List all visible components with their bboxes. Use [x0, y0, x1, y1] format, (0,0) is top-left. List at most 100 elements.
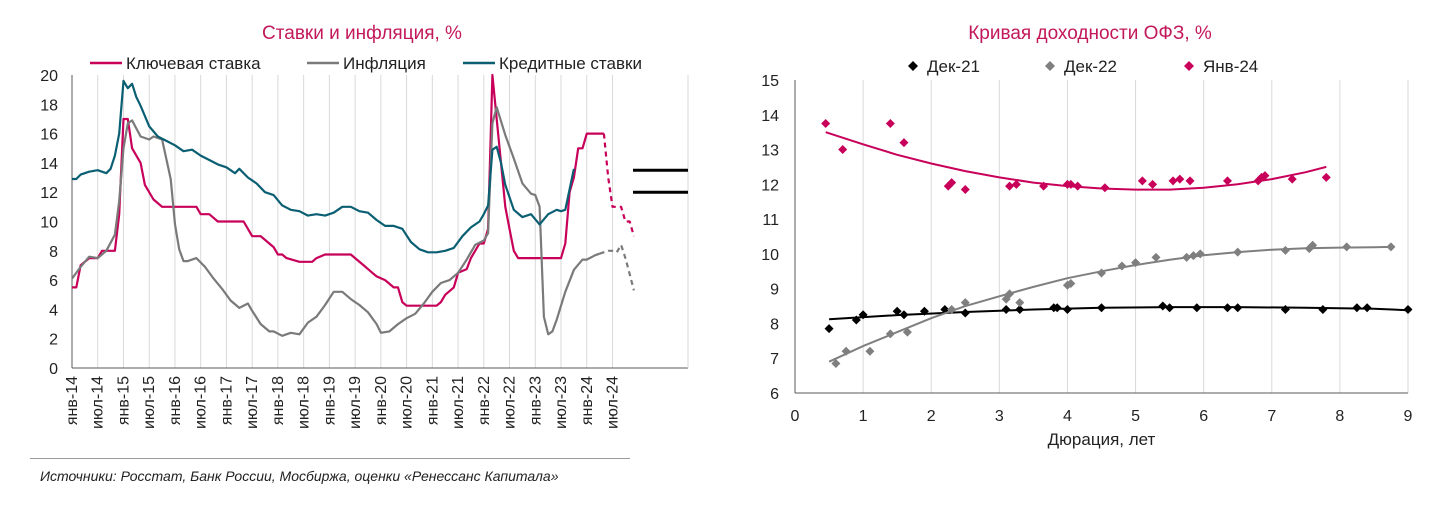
data-point — [1097, 303, 1106, 313]
series-line — [72, 79, 575, 254]
data-point — [1182, 252, 1192, 262]
data-point — [1066, 179, 1076, 189]
x-tick-label: июл-23 — [553, 376, 570, 429]
y-tick-label: 14 — [40, 156, 58, 173]
x-tick-label: янв-16 — [167, 376, 184, 425]
data-point — [1015, 305, 1025, 315]
source-note: Источники: Росстат, Банк России, Мосбирж… — [40, 468, 559, 484]
y-tick-label: 10 — [40, 215, 58, 232]
x-tick-label: янв-24 — [579, 376, 596, 425]
data-point — [821, 118, 831, 128]
data-point — [1308, 240, 1318, 250]
x-tick-label: янв-21 — [424, 376, 441, 425]
y-tick-label: 12 — [761, 177, 779, 194]
x-tick-label: 8 — [1335, 408, 1344, 425]
data-point — [1066, 278, 1076, 288]
chart-title: Ставки и инфляция, % — [262, 23, 462, 44]
data-point — [851, 315, 861, 325]
data-point — [865, 346, 875, 356]
legend-label: Янв-24 — [1203, 57, 1258, 76]
data-point — [1039, 181, 1049, 191]
y-tick-label: 11 — [762, 212, 779, 229]
data-point — [1188, 251, 1198, 261]
x-tick-label: 9 — [1404, 408, 1413, 425]
data-point — [1148, 179, 1158, 189]
data-point — [1233, 303, 1243, 313]
data-point — [1005, 181, 1015, 191]
chart-title: Кривая доходности ОФЗ, % — [968, 23, 1212, 44]
y-tick-label: 20 — [40, 68, 58, 85]
y-tick-label: 14 — [761, 108, 779, 125]
data-point — [899, 138, 909, 148]
x-tick-label: 3 — [995, 408, 1004, 425]
x-tick-label: янв-17 — [218, 376, 235, 425]
y-tick-label: 13 — [761, 143, 779, 160]
data-point — [1321, 172, 1331, 182]
x-tick-label: янв-22 — [476, 376, 493, 425]
trend-line — [829, 306, 1409, 321]
y-tick-label: 8 — [49, 244, 58, 261]
series-line — [71, 106, 600, 337]
legend-label: Инфляция — [343, 54, 426, 73]
data-point — [1260, 171, 1270, 181]
data-point — [1195, 249, 1205, 259]
x-tick-label: янв-20 — [373, 376, 390, 425]
data-point — [902, 327, 912, 337]
data-point — [1192, 303, 1202, 313]
data-point — [841, 346, 851, 356]
y-tick-label: 6 — [770, 386, 779, 403]
legend-label: Дек-21 — [927, 57, 980, 76]
data-point — [1097, 268, 1106, 278]
data-point — [947, 178, 957, 188]
data-point — [1015, 298, 1025, 308]
x-tick-label: июл-18 — [296, 376, 313, 429]
x-tick-label: июл-17 — [244, 376, 261, 429]
x-tick-label: 1 — [859, 408, 868, 425]
data-point — [1168, 176, 1178, 186]
ofz-yield-curve-chart: Кривая доходности ОФЗ, %0 1 2 3 4 5 6 7 8 9678910… — [761, 23, 1413, 449]
y-tick-label: 7 — [770, 351, 779, 368]
x-tick-label: 0 — [791, 408, 800, 425]
y-tick-label: 16 — [40, 127, 58, 144]
data-point — [919, 306, 929, 316]
legend-marker — [1045, 61, 1055, 71]
y-tick-label: 9 — [770, 282, 779, 299]
rates-inflation-chart: Ставки и инфляция, % янв-14 июл-14 янв-15 ию… — [40, 23, 689, 429]
source-divider — [30, 458, 630, 459]
data-point — [824, 324, 834, 334]
series-line-forecast — [599, 243, 635, 291]
data-point — [1223, 176, 1233, 186]
data-point — [1362, 303, 1372, 313]
x-tick-label: 4 — [1063, 408, 1072, 425]
x-tick-label: июл-21 — [450, 376, 467, 429]
data-point — [1158, 301, 1168, 311]
y-tick-label: 8 — [770, 316, 779, 333]
data-point — [1062, 305, 1072, 315]
x-tick-label: 7 — [1267, 408, 1276, 425]
data-point — [1131, 258, 1141, 268]
x-tick-label: янв-23 — [527, 376, 544, 425]
data-point — [885, 329, 895, 339]
y-tick-label: 15 — [761, 73, 779, 90]
data-point — [1175, 174, 1185, 184]
legend-label: Ключевая ставка — [126, 54, 261, 73]
data-point — [1342, 242, 1352, 252]
x-tick-label: июл-20 — [399, 376, 416, 429]
data-point — [858, 310, 868, 320]
data-point — [1318, 305, 1328, 315]
y-tick-label: 18 — [40, 97, 58, 114]
x-axis-label: Дюрация, лет — [1048, 430, 1156, 449]
y-tick-label: 12 — [40, 185, 58, 202]
y-tick-label: 2 — [49, 332, 58, 349]
data-point — [1151, 252, 1161, 262]
data-point — [1403, 305, 1413, 315]
x-tick-label: июл-22 — [502, 376, 519, 429]
data-point — [1011, 179, 1021, 189]
data-point — [1280, 245, 1290, 255]
x-tick-label: янв-14 — [64, 376, 81, 425]
data-point — [1223, 303, 1233, 313]
data-point — [940, 305, 950, 315]
x-tick-label: июл-24 — [605, 376, 622, 429]
x-tick-label: 6 — [1199, 408, 1208, 425]
